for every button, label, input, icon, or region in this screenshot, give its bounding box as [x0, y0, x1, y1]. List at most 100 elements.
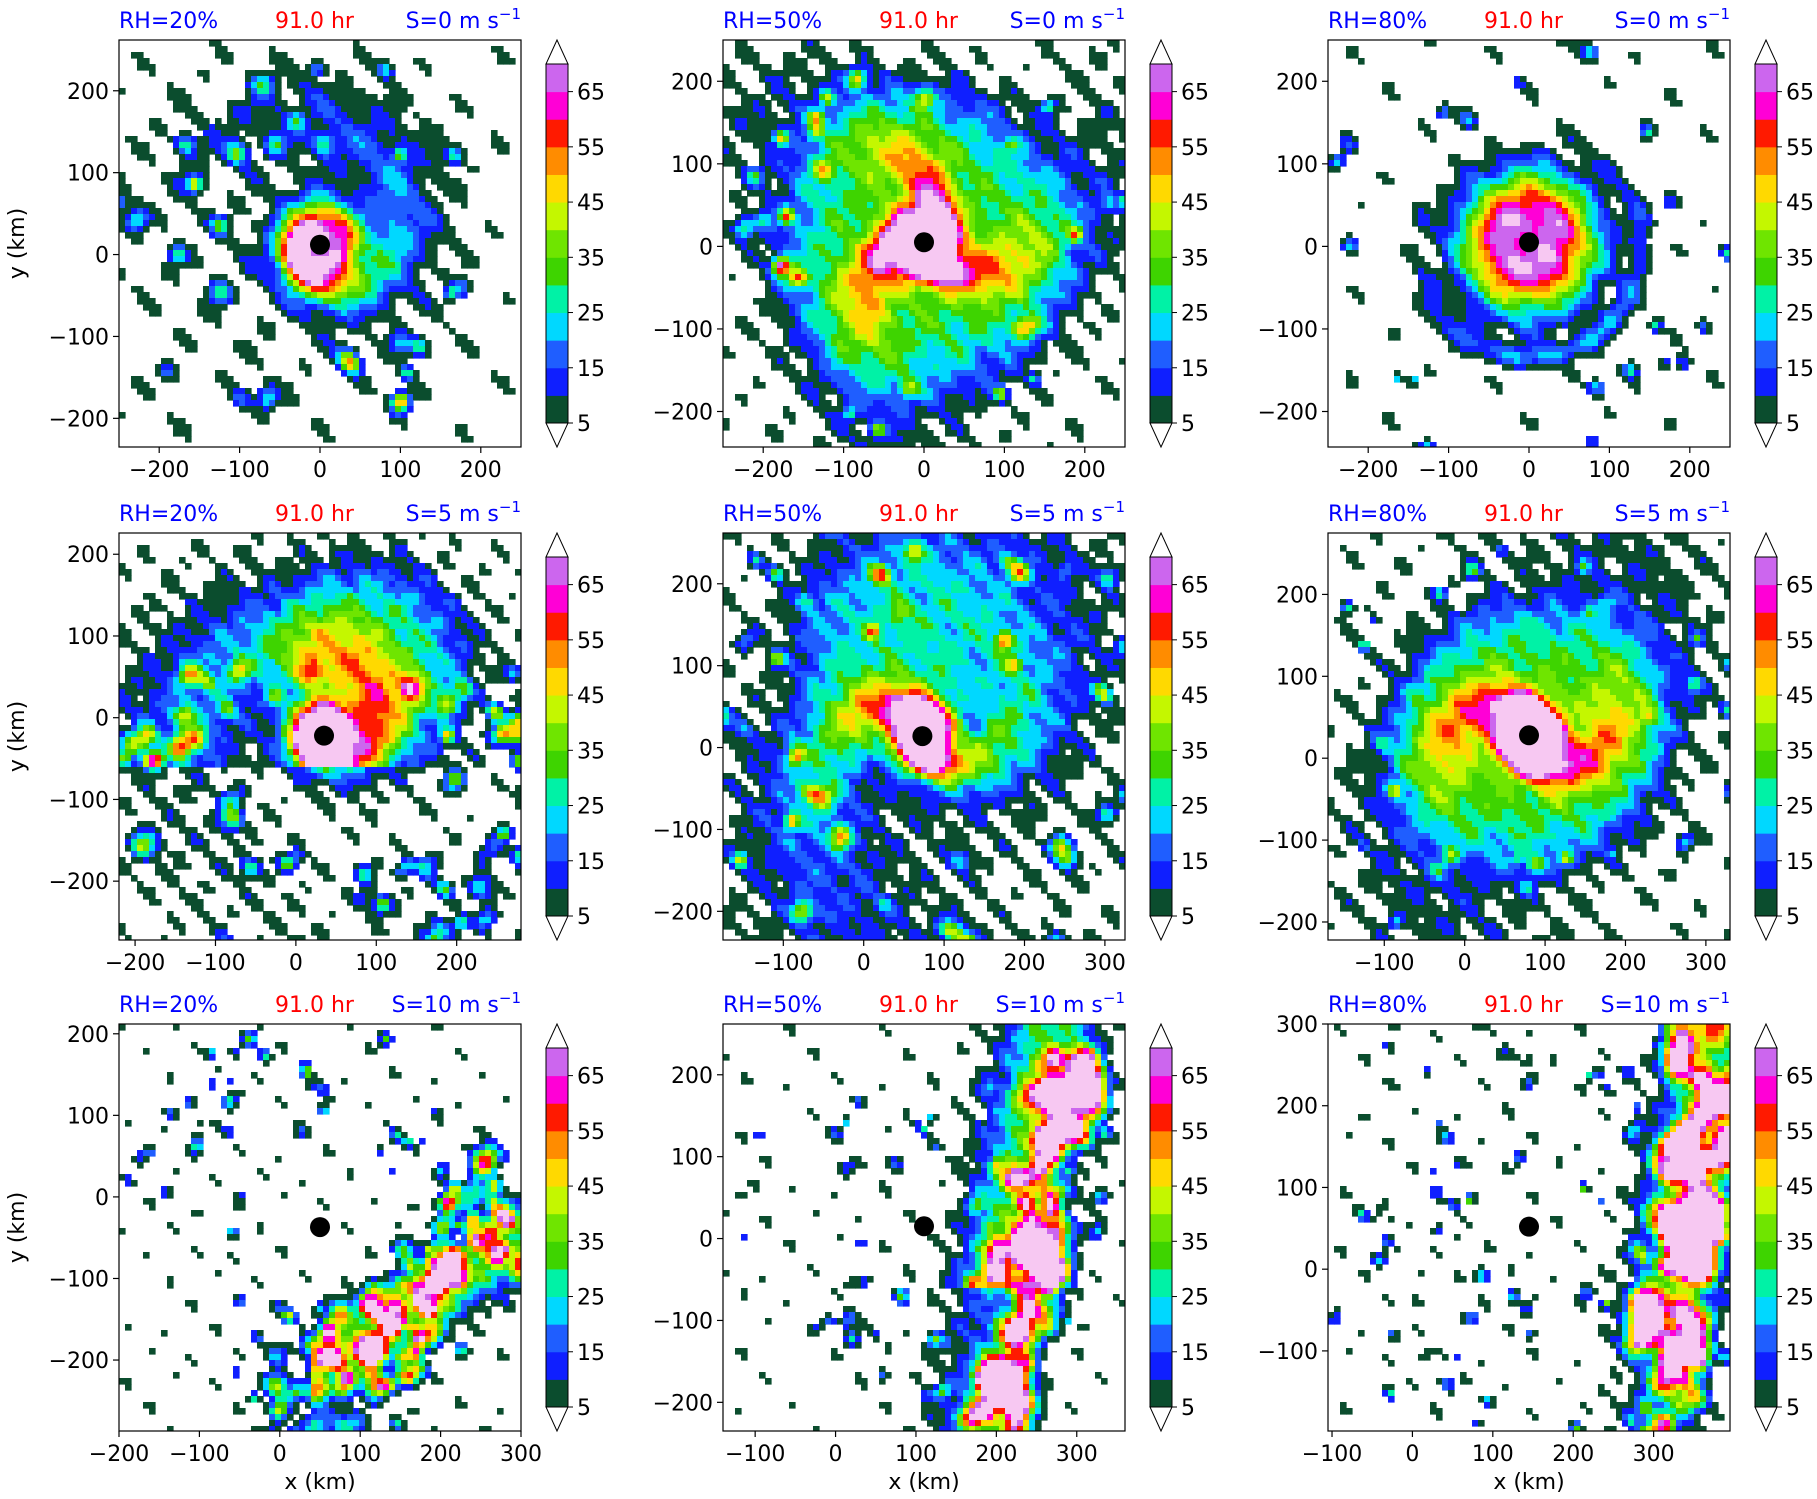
colorbar-tick-label: 25 — [1786, 795, 1814, 820]
y-tick-label: −200 — [1258, 401, 1318, 426]
colorbar-segment — [1755, 91, 1777, 120]
panel-rh-label: RH=50% — [723, 9, 822, 34]
y-axis-label: y (km) — [5, 1192, 30, 1263]
colorbar-segment — [546, 64, 568, 93]
colorbar-segment — [1150, 202, 1172, 231]
colorbar-tick-label: 65 — [1786, 574, 1814, 599]
colorbar-segment — [1150, 1296, 1172, 1325]
colorbar-segment — [546, 612, 568, 641]
shear-unit-exponent: −1 — [1103, 5, 1125, 23]
colorbar-min-extension — [545, 422, 569, 449]
colorbar-tick-label: 25 — [1181, 1286, 1209, 1311]
colorbar-segment — [1755, 119, 1777, 148]
y-tick-label: 0 — [95, 1186, 109, 1211]
shear-value: S=0 m s — [1615, 9, 1708, 34]
panel-rh-label: RH=50% — [723, 993, 822, 1018]
colorbar-tick-label: 15 — [1786, 850, 1814, 875]
y-tick-label: 300 — [1276, 1013, 1318, 1038]
colorbar-tick-label: 15 — [1181, 357, 1209, 382]
panel-time-label: 91.0 hr — [275, 502, 355, 527]
colorbar-segment — [1755, 257, 1777, 286]
panel-time-label: 91.0 hr — [1484, 502, 1564, 527]
y-tick-label: −100 — [1258, 1340, 1318, 1365]
panel-time-label: 91.0 hr — [275, 993, 355, 1018]
colorbar-min-extension — [545, 915, 569, 942]
colorbar-tick-label: 35 — [1181, 1230, 1209, 1255]
panel-r2c0: −200 −100 0 100 200 300 −200 −100 0 100 200 y (km) x… — [5, 989, 605, 1495]
shear-value: S=5 m s — [1010, 502, 1103, 527]
colorbar-tick-label: 55 — [577, 136, 605, 161]
colorbar-max-extension — [1754, 531, 1778, 558]
colorbar-frame — [545, 63, 569, 424]
colorbar-tick-label: 45 — [1786, 1175, 1814, 1200]
y-tick-label: −100 — [1258, 318, 1318, 343]
colorbar-tick-label: 15 — [577, 357, 605, 382]
colorbar-segment — [1150, 1103, 1172, 1132]
y-tick-label: 200 — [671, 573, 713, 598]
shear-unit-exponent: −1 — [499, 989, 521, 1007]
y-tick-label: 200 — [1276, 70, 1318, 95]
x-tick-label: −100 — [185, 951, 245, 976]
panel-rh-label: RH=20% — [119, 9, 218, 34]
colorbar-tick-label: 5 — [1786, 412, 1800, 437]
x-tick-label: 300 — [1633, 1442, 1675, 1467]
panel-rh-label: RH=80% — [1328, 993, 1427, 1018]
panel-shear-label: S=10 m s−1 — [392, 989, 521, 1018]
colorbar-segment — [1150, 1048, 1172, 1077]
colorbar-tick-label: 25 — [1786, 1286, 1814, 1311]
x-tick-label: 100 — [355, 951, 397, 976]
y-tick-label: −200 — [1258, 911, 1318, 936]
shear-value: S=0 m s — [406, 9, 499, 34]
colorbar: 5 15 25 35 45 55 65 — [1149, 1022, 1209, 1433]
reflectivity-field — [119, 40, 516, 443]
colorbar-segment — [1755, 860, 1777, 889]
colorbar-segment — [1755, 722, 1777, 751]
panel-shear-label: S=10 m s−1 — [1601, 989, 1730, 1018]
colorbar-tick-label: 35 — [577, 739, 605, 764]
reflectivity-field — [1328, 40, 1730, 447]
x-tick-label: −100 — [1418, 458, 1478, 483]
x-tick-label: −200 — [1338, 458, 1398, 483]
colorbar-segment — [546, 1158, 568, 1187]
colorbar-segment — [1755, 284, 1777, 314]
colorbar-segment — [1150, 146, 1172, 175]
y-tick-label: 0 — [699, 737, 713, 762]
colorbar-tick-label: 55 — [1786, 629, 1814, 654]
colorbar-segment — [1150, 1351, 1172, 1380]
colorbar-segment — [1755, 833, 1777, 862]
y-tick-label: −200 — [653, 401, 713, 426]
x-tick-label: 100 — [339, 1442, 381, 1467]
shear-value: S=10 m s — [996, 993, 1103, 1018]
x-tick-label: −100 — [1302, 1442, 1362, 1467]
colorbar-segment — [1755, 1268, 1777, 1298]
storm-center-marker — [912, 726, 933, 747]
y-tick-label: −200 — [49, 407, 109, 432]
y-tick-label: −100 — [1258, 829, 1318, 854]
x-tick-label: −100 — [1354, 951, 1414, 976]
colorbar-segment — [546, 146, 568, 175]
colorbar-segment — [1755, 557, 1777, 586]
colorbar-tick-label: 15 — [1786, 357, 1814, 382]
colorbar-segment — [1755, 1158, 1777, 1187]
colorbar-segment — [1150, 395, 1172, 424]
axes-frame — [722, 532, 1126, 941]
y-tick-label: 200 — [671, 70, 713, 95]
reflectivity-field — [119, 533, 521, 940]
y-tick-label: −100 — [49, 788, 109, 813]
colorbar-min-extension — [1754, 1406, 1778, 1433]
colorbar-segment — [1150, 722, 1172, 751]
storm-center-marker — [914, 1216, 934, 1237]
colorbar-segment — [546, 695, 568, 724]
colorbar-tick-label: 45 — [577, 191, 605, 216]
colorbar-segment — [546, 1241, 568, 1270]
x-tick-label: −200 — [129, 458, 189, 483]
colorbar-segment — [546, 1324, 568, 1353]
reflectivity-field — [1328, 1024, 1730, 1431]
colorbar-segment — [546, 584, 568, 613]
shear-unit-exponent: −1 — [1103, 989, 1125, 1007]
y-tick-label: 0 — [1304, 1258, 1318, 1283]
colorbar-segment — [1755, 667, 1777, 696]
colorbar-segment — [1150, 777, 1172, 807]
y-tick-label: 100 — [67, 625, 109, 650]
colorbar-tick-label: 15 — [1181, 850, 1209, 875]
